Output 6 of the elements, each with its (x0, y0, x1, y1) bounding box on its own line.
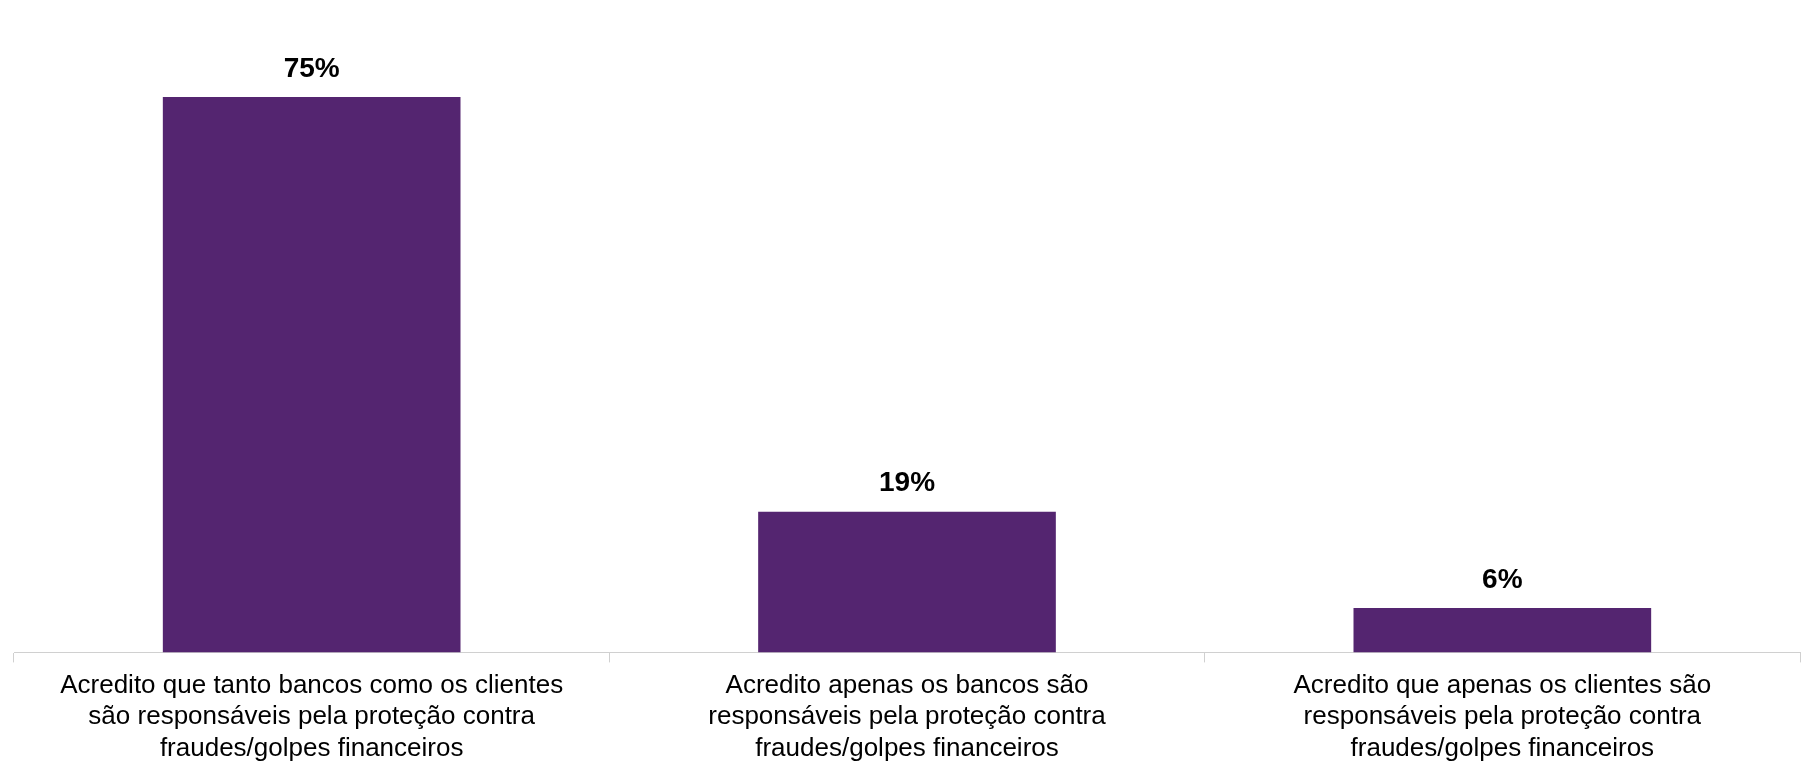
data-label: 6% (1482, 562, 1523, 594)
x-tick-label: Acredito que apenas os clientes são responsáveis pela proteção contra fraudes/golpes financeiros (1293, 669, 1712, 762)
data-label: 75% (283, 51, 340, 83)
x-tick-label: Acredito apenas os bancos são responsáveis pela proteção contra fraudes/golpes financeiros (708, 669, 1107, 762)
data-label: 19% (878, 466, 936, 498)
x-tick-label: Acredito que tanto bancos como os clientes são responsáveis pela proteção contra fraudes/golpes financeiros (60, 669, 564, 762)
